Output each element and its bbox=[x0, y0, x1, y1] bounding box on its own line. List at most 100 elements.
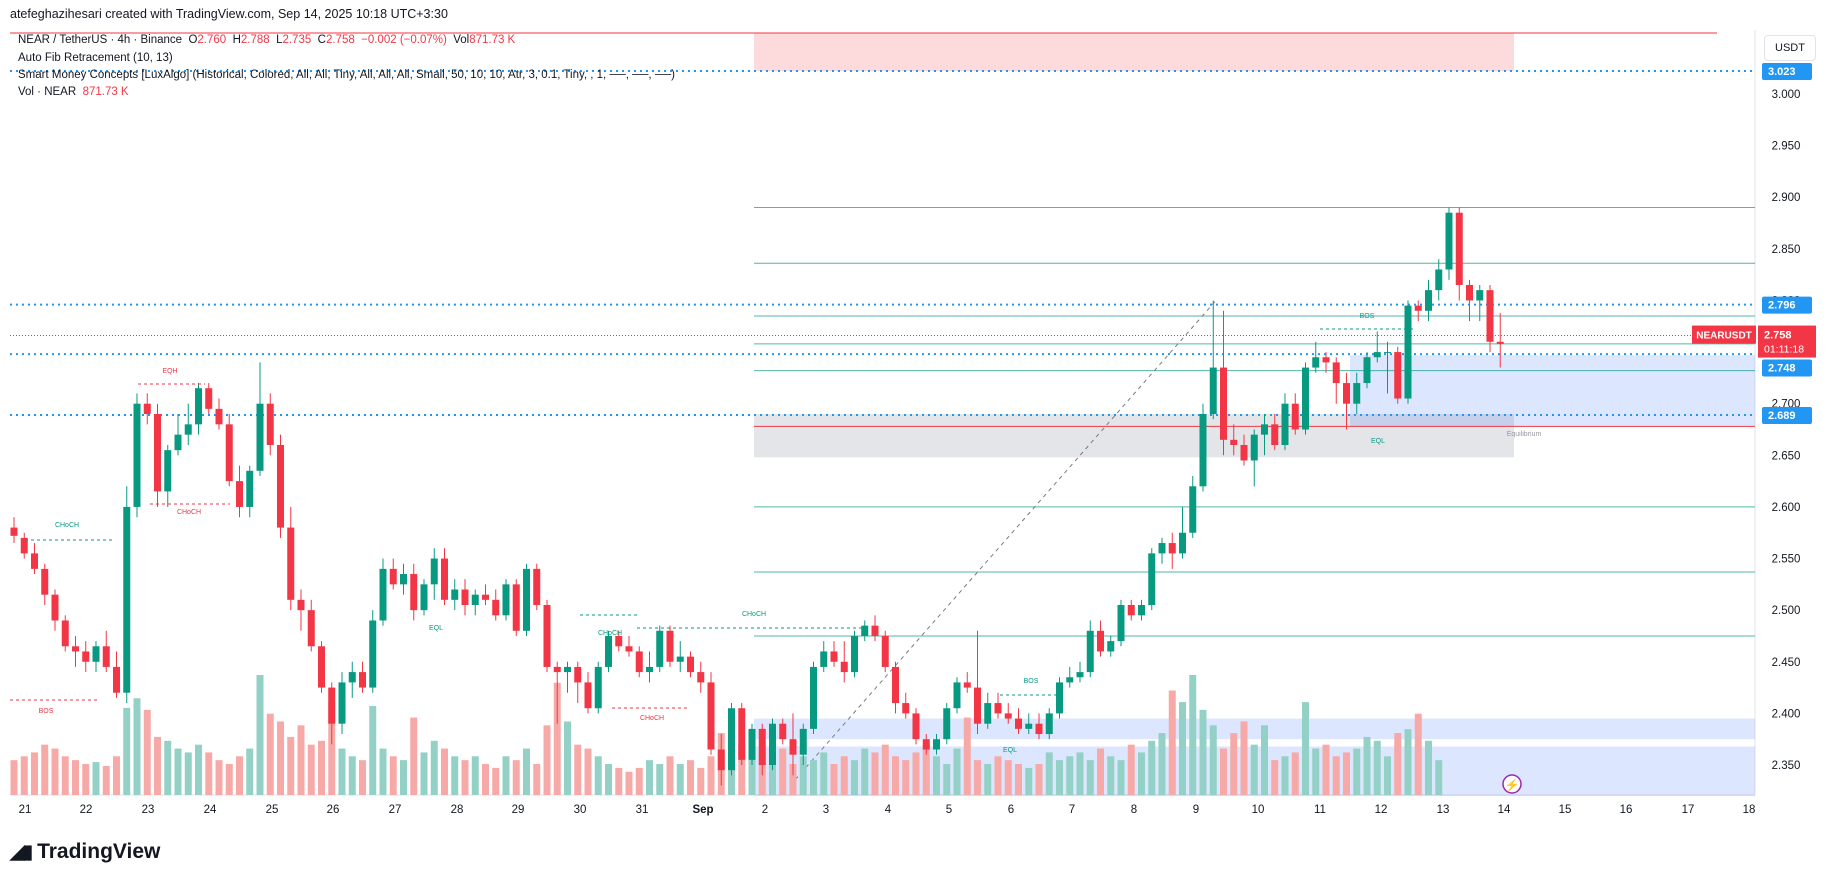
candle-body bbox=[287, 527, 295, 600]
candle-body bbox=[277, 444, 284, 528]
candle-body bbox=[594, 666, 602, 709]
time-tick-label: 18 bbox=[1743, 804, 1756, 816]
premium-zone bbox=[754, 33, 1514, 71]
volume-bar bbox=[379, 748, 387, 795]
candle-body bbox=[748, 728, 756, 760]
candle-body bbox=[1261, 424, 1268, 435]
time-tick-label: 12 bbox=[1375, 804, 1388, 816]
candle-body bbox=[1332, 362, 1340, 384]
candle-body bbox=[246, 470, 254, 507]
volume-bar bbox=[174, 748, 182, 795]
indicator-fib[interactable]: Auto Fib Retracement (10, 13) bbox=[18, 52, 173, 64]
tradingview-logo[interactable]: ◢▮ TradingView bbox=[10, 840, 160, 864]
volume-bar bbox=[533, 764, 541, 795]
volume-bar bbox=[369, 705, 377, 795]
volume-bar bbox=[1158, 733, 1166, 795]
volume-bar bbox=[205, 752, 213, 795]
candle-body bbox=[553, 666, 561, 673]
candle-body bbox=[1127, 604, 1135, 616]
candle-body bbox=[389, 568, 397, 585]
volume-bar bbox=[51, 748, 59, 795]
candle-body bbox=[1250, 434, 1258, 461]
level-lines bbox=[10, 70, 1755, 786]
volume-bar bbox=[1435, 760, 1443, 795]
time-tick-label: 29 bbox=[512, 804, 525, 816]
indicator-smc[interactable]: Smart Money Concepts [LuxAlgo] (Historic… bbox=[18, 69, 675, 81]
volume-bar bbox=[1025, 767, 1033, 795]
time-tick-label: 3 bbox=[823, 804, 829, 816]
volume-bar bbox=[625, 771, 633, 795]
volume-bar bbox=[20, 756, 28, 795]
volume-bar bbox=[328, 702, 336, 795]
candle-body bbox=[523, 568, 530, 631]
candle-body bbox=[1404, 305, 1412, 399]
candle-body bbox=[1056, 682, 1063, 714]
candle-body bbox=[348, 672, 356, 683]
candles bbox=[10, 207, 1504, 786]
volume-bar bbox=[1261, 725, 1268, 795]
volume-bar bbox=[1107, 756, 1115, 795]
volume-bar bbox=[441, 748, 448, 795]
volume-bar bbox=[102, 765, 110, 795]
volume-bar bbox=[154, 736, 161, 795]
volume-bar bbox=[410, 717, 418, 795]
low-value: 2.735 bbox=[282, 34, 312, 46]
volume-bar bbox=[1117, 760, 1125, 795]
last-price-label bbox=[1758, 325, 1816, 358]
high-value: 2.788 bbox=[240, 34, 270, 46]
smc-label: CHoCH bbox=[598, 630, 622, 637]
price-level-label bbox=[1762, 63, 1812, 80]
candle-body bbox=[92, 646, 100, 662]
volume-bar bbox=[974, 760, 981, 795]
candle-body bbox=[1373, 352, 1381, 358]
volume-bar bbox=[31, 752, 38, 795]
candle-body bbox=[256, 403, 264, 471]
candle-body bbox=[471, 594, 479, 605]
volume-bar bbox=[666, 756, 674, 795]
volume-bar bbox=[1404, 729, 1412, 795]
candle-body bbox=[707, 682, 715, 750]
candle-body bbox=[533, 568, 541, 605]
candle-body bbox=[502, 584, 510, 616]
volume-bar bbox=[1332, 756, 1340, 795]
volume-bar bbox=[61, 756, 69, 795]
candle-body bbox=[51, 594, 59, 621]
candle-body bbox=[615, 635, 623, 647]
volume-bar bbox=[1220, 748, 1227, 795]
candle-body bbox=[1414, 305, 1422, 311]
volume-bar bbox=[1384, 756, 1391, 795]
volume-bar bbox=[615, 767, 623, 795]
candle-body bbox=[266, 403, 274, 445]
candle-body bbox=[799, 728, 807, 755]
volume-bar bbox=[984, 764, 992, 795]
volume-bar bbox=[430, 740, 438, 795]
currency-button[interactable]: USDT bbox=[1764, 35, 1816, 61]
candle-body bbox=[1168, 543, 1176, 554]
candle-body bbox=[1076, 672, 1084, 678]
candle-body bbox=[1015, 718, 1022, 729]
volume-bar bbox=[1353, 748, 1361, 795]
volume-bar bbox=[1291, 752, 1299, 795]
volume-bar bbox=[912, 752, 920, 795]
indicator-volume[interactable]: Vol · NEAR 871.73 K bbox=[18, 86, 129, 98]
candle-body bbox=[912, 713, 920, 740]
time-tick-label: 11 bbox=[1314, 804, 1326, 816]
volume-bar bbox=[963, 717, 971, 795]
symbol-legend[interactable]: NEAR / TetherUS · 4h · Binance O2.760 H2… bbox=[18, 34, 515, 46]
candle-body bbox=[123, 506, 131, 693]
candle-body bbox=[584, 682, 592, 709]
volume-bar bbox=[1127, 744, 1135, 795]
volume-bar bbox=[605, 764, 612, 795]
price-level-text: 3.023 bbox=[1768, 66, 1796, 78]
volume-bar bbox=[225, 764, 233, 795]
volume-bar bbox=[287, 736, 295, 795]
candle-body bbox=[20, 537, 28, 554]
volume-bar bbox=[133, 698, 141, 795]
candle-body bbox=[1425, 290, 1432, 311]
volume-bar bbox=[1302, 702, 1309, 795]
candle-body bbox=[564, 666, 571, 673]
volume-bar bbox=[1199, 709, 1207, 795]
volume-bar bbox=[840, 756, 848, 795]
volume-bar bbox=[799, 756, 807, 795]
